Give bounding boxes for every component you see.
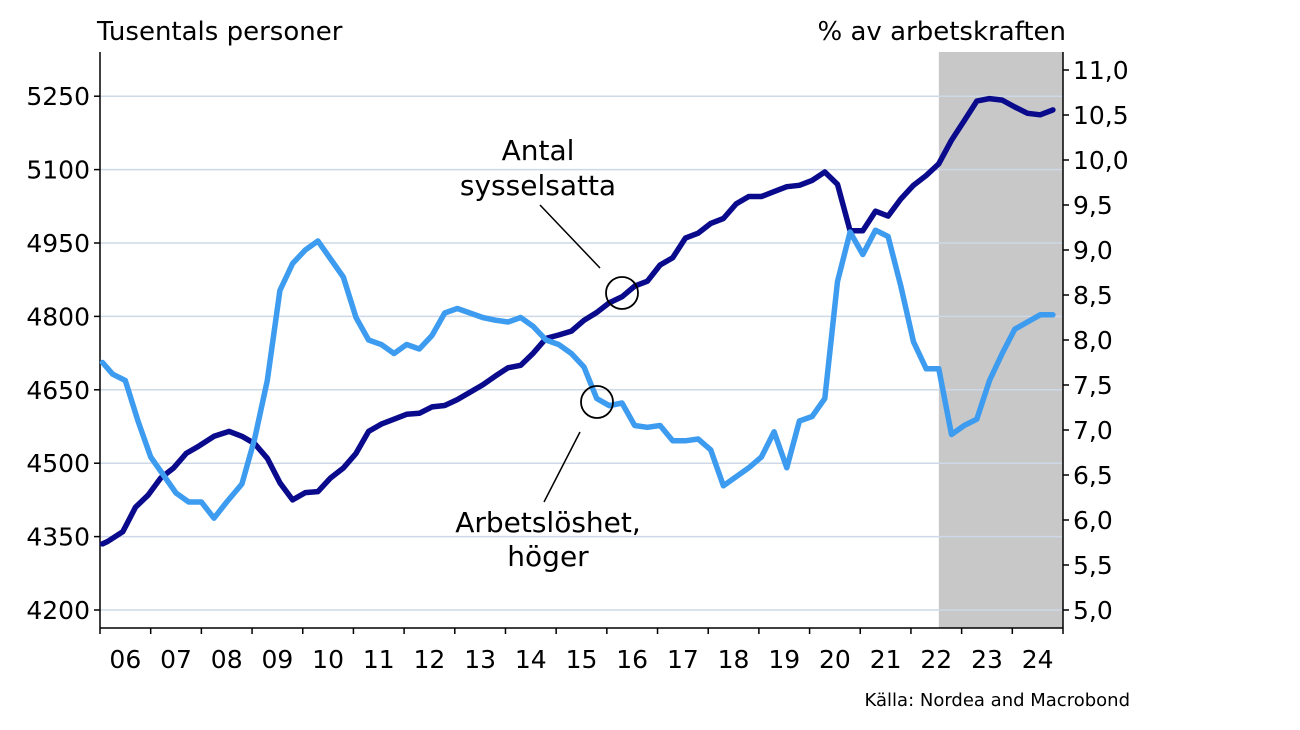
x-tick-label: 12: [414, 645, 446, 674]
annotation-employment-circle: [605, 276, 639, 310]
forecast-shade: [938, 52, 1063, 628]
right-tick-label: 10,5: [1073, 101, 1129, 130]
x-tick-label: 13: [464, 645, 496, 674]
annotation-unemployment-label: höger: [507, 540, 589, 573]
x-tick-label: 21: [870, 645, 902, 674]
x-tick-label: 09: [261, 645, 293, 674]
right-tick-label: 5,0: [1073, 596, 1113, 625]
left-tick-label: 4650: [26, 376, 90, 405]
x-axis-ticks: 06 07 08 09 10 11 12 13 14 15 16 17 18 19 20 21 22 23 24: [99, 628, 1064, 674]
x-tick-label: 06: [109, 645, 141, 674]
left-tick-label: 5250: [26, 82, 90, 111]
x-tick-label: 22: [920, 645, 952, 674]
right-axis-ticks: 5,0 5,5 6,0 6,5 7,0 7,5 8,0 8,5 9,0 9,5 10,0 10,5 11…: [1063, 56, 1129, 625]
employment-line: [99, 95, 1056, 547]
right-tick-label: 6,5: [1073, 461, 1113, 490]
left-tick-label: 4350: [26, 523, 90, 552]
annotation-employment-label: sysselsatta: [460, 169, 616, 202]
right-tick-label: 9,0: [1073, 236, 1113, 265]
left-tick-label: 4950: [26, 229, 90, 258]
x-tick-label: 08: [211, 645, 243, 674]
x-tick-label: 19: [768, 645, 800, 674]
x-tick-label: 15: [566, 645, 598, 674]
left-tick-label: 5100: [26, 156, 90, 185]
annotation-employment-leader: [539, 204, 601, 269]
x-tick-label: 10: [312, 645, 344, 674]
source-note: Källa: Nordea and Macrobond: [865, 690, 1130, 711]
right-tick-label: 7,0: [1073, 416, 1113, 445]
x-tick-label: 14: [515, 645, 547, 674]
right-tick-label: 9,5: [1073, 191, 1113, 220]
left-tick-label: 4500: [26, 449, 90, 478]
annotation-unemployment-circle: [580, 385, 614, 419]
right-tick-label: 5,5: [1073, 551, 1113, 580]
x-tick-label: 07: [160, 645, 192, 674]
x-tick-label: 24: [1022, 645, 1054, 674]
annotation-unemployment-leader: [543, 431, 581, 503]
x-tick-label: 18: [718, 645, 750, 674]
right-tick-label: 7,5: [1073, 371, 1113, 400]
left-tick-label: 4800: [26, 302, 90, 331]
x-tick-label: 11: [363, 645, 395, 674]
x-tick-label: 17: [667, 645, 699, 674]
left-tick-label: 4200: [26, 596, 90, 625]
x-tick-label: 23: [971, 645, 1003, 674]
left-axis-title: Tusentals personer: [96, 17, 343, 47]
series-lines: [99, 95, 1056, 547]
gridlines: [100, 95, 1063, 611]
right-axis-title: % av arbetskraften: [818, 17, 1066, 47]
annotation-unemployment-label: Arbetslöshet,: [455, 506, 641, 539]
right-tick-label: 8,5: [1073, 281, 1113, 310]
unemployment-line: [99, 227, 1056, 521]
annotation-employment-label: Antal: [502, 134, 575, 167]
x-tick-label: 16: [616, 645, 648, 674]
x-tick-label: 20: [819, 645, 851, 674]
right-tick-label: 6,0: [1073, 506, 1113, 535]
right-tick-label: 11,0: [1073, 56, 1129, 85]
right-tick-label: 8,0: [1073, 326, 1113, 355]
left-axis-ticks: 4200 4350 4500 4650 4800 4950 5100 5250: [26, 82, 100, 625]
right-tick-label: 10,0: [1073, 146, 1129, 175]
